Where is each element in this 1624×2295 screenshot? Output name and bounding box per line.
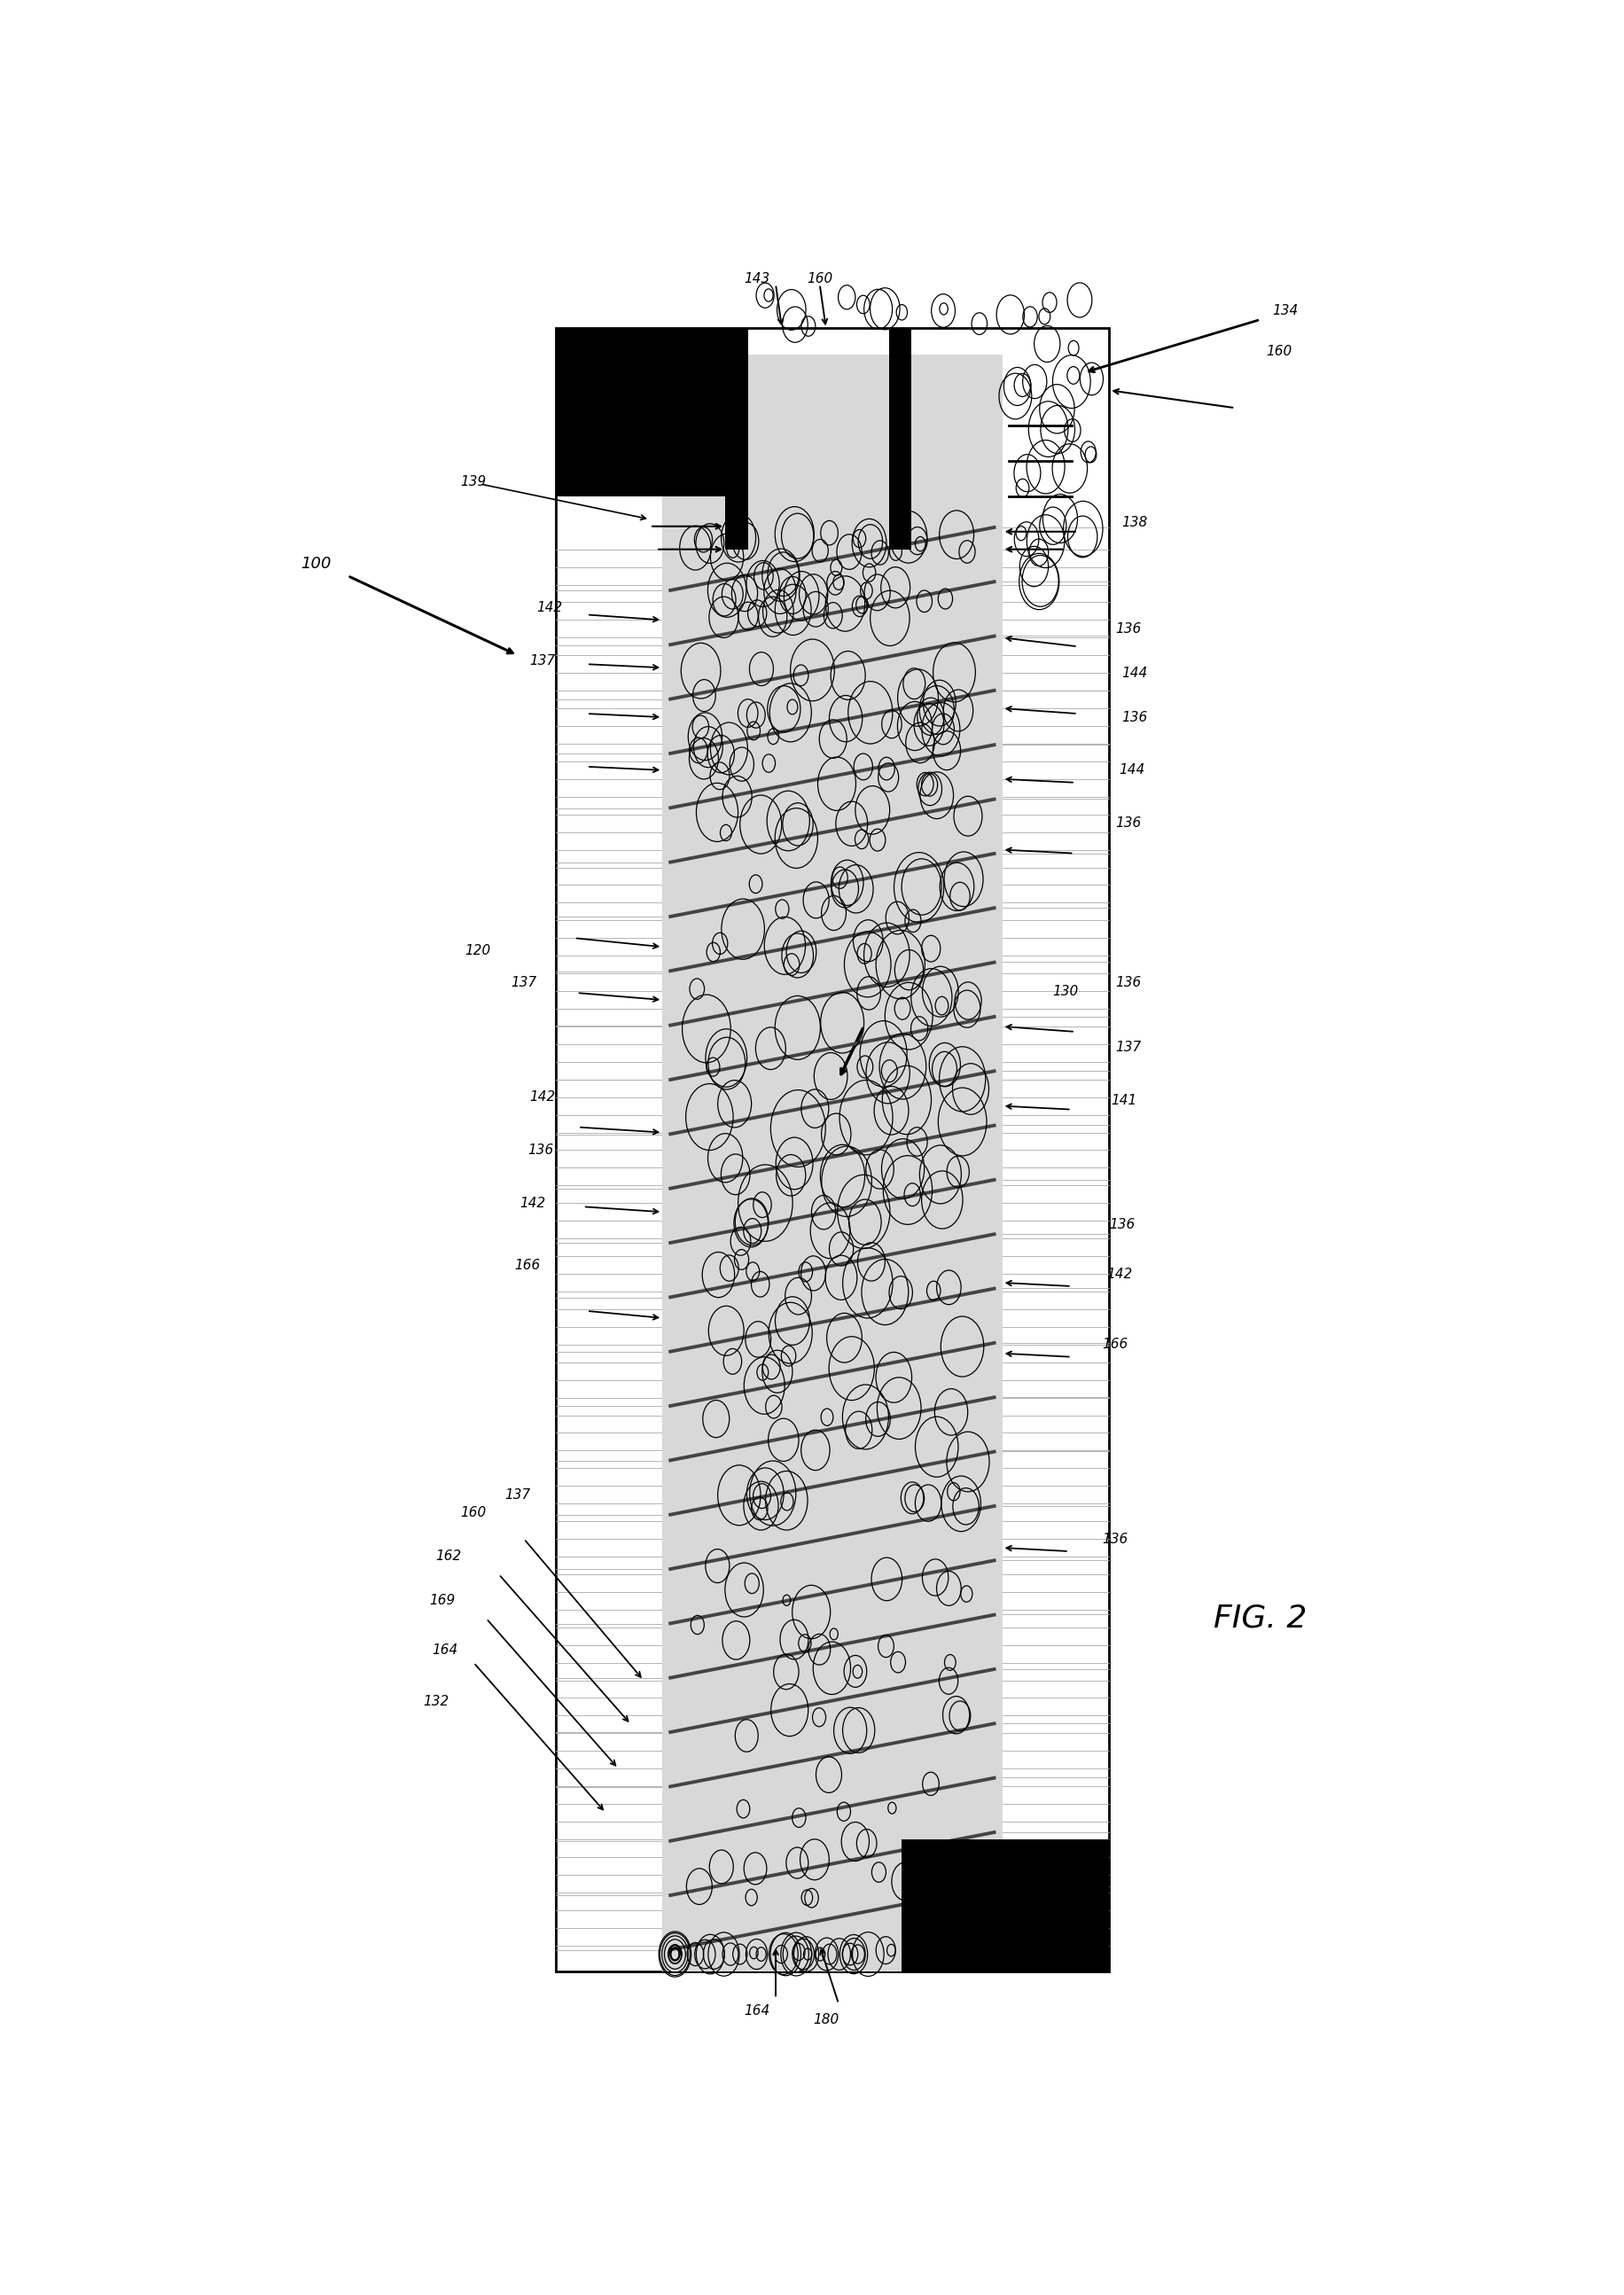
Text: 137: 137 [529,654,555,668]
Text: 136: 136 [1103,1533,1129,1545]
Bar [555,328,1109,1971]
Text: 164: 164 [432,1643,458,1657]
Text: 144: 144 [1119,764,1145,776]
Text: 144: 144 [1122,666,1147,679]
Text: 169: 169 [429,1595,455,1606]
Text: 160: 160 [807,273,833,285]
Text: 142: 142 [529,1090,555,1104]
Text: 137: 137 [505,1487,531,1501]
Text: 166: 166 [515,1258,541,1271]
Bar [901,1838,1109,1971]
Text: 134: 134 [1273,305,1298,317]
Text: 160: 160 [1267,344,1293,358]
Text: 132: 132 [422,1694,448,1707]
Text: 136: 136 [1116,622,1142,636]
Text: 139: 139 [461,475,487,489]
Text: 142: 142 [536,601,562,615]
Text: 142: 142 [1106,1267,1132,1281]
Text: 166: 166 [1103,1338,1129,1352]
Text: 137: 137 [1116,1042,1142,1053]
Text: 100: 100 [300,555,331,571]
Text: 164: 164 [744,2004,770,2017]
Text: 136: 136 [1116,975,1142,989]
Text: 136: 136 [1122,711,1147,723]
Bar [726,328,749,549]
Text: 120: 120 [464,943,490,957]
Bar [555,328,737,496]
Text: 142: 142 [520,1196,546,1209]
Bar [663,356,1002,1971]
Text: 130: 130 [1052,985,1078,998]
Text: 162: 162 [435,1549,461,1563]
Text: 136: 136 [528,1143,554,1157]
Text: 136: 136 [1109,1219,1135,1230]
Bar [888,328,911,549]
Text: 137: 137 [512,975,538,989]
Text: FIG. 2: FIG. 2 [1213,1604,1307,1634]
Text: 138: 138 [1122,516,1147,530]
Text: 136: 136 [1116,817,1142,831]
Text: 180: 180 [814,2013,840,2026]
Text: 141: 141 [1111,1095,1137,1106]
Text: 160: 160 [461,1506,487,1519]
Text: 143: 143 [744,273,770,285]
